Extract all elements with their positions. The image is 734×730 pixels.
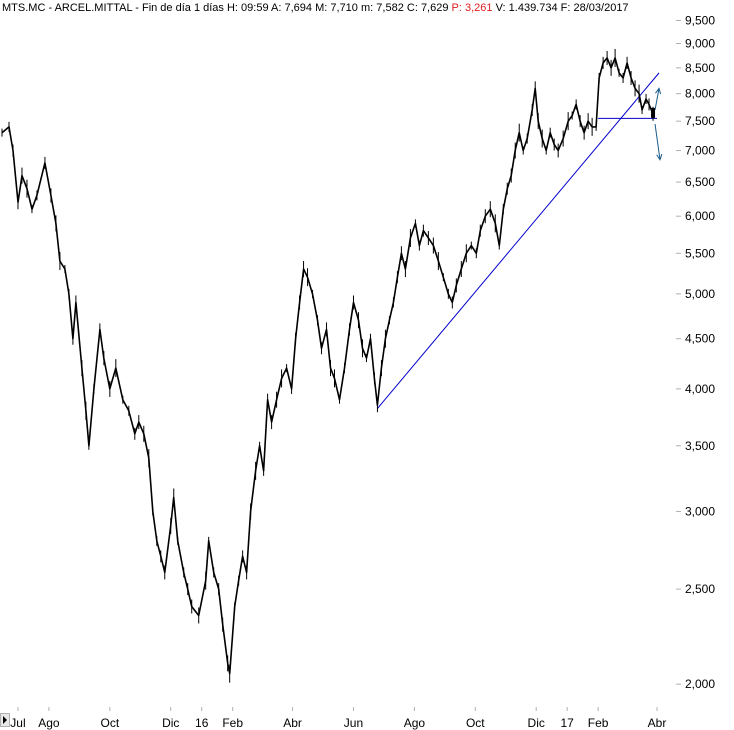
symbol: MTS.MC bbox=[2, 2, 46, 14]
y-tick-label: 9,000 bbox=[685, 36, 715, 50]
y-tick-label: 2,000 bbox=[685, 677, 715, 691]
play-left-icon bbox=[3, 716, 7, 724]
scroll-left-button[interactable] bbox=[0, 713, 10, 727]
y-tick-label: 6,500 bbox=[685, 175, 715, 189]
y-tick-label: 5,000 bbox=[685, 287, 715, 301]
date-label: F: bbox=[560, 2, 571, 14]
y-tick-label: 6,000 bbox=[685, 209, 715, 223]
time-label: H: bbox=[226, 2, 238, 14]
x-axis: Jul Ago Oct Dic 16 Feb Abr Jun Ago Oct Dic 17 Feb Abr bbox=[10, 707, 666, 730]
x-tick-label: 16 bbox=[195, 716, 209, 730]
x-tick-label: Oct bbox=[101, 716, 120, 730]
pct-label: P: bbox=[451, 2, 462, 14]
period-label: Fin de día 1 días bbox=[141, 2, 224, 14]
open-label: A: bbox=[271, 2, 282, 14]
projection-arrow bbox=[654, 88, 660, 111]
x-tick-label: Feb bbox=[222, 716, 243, 730]
close-label: C: bbox=[406, 2, 418, 14]
y-tick-label: 8,500 bbox=[685, 61, 715, 75]
arrow-head bbox=[655, 87, 662, 95]
y-tick-label: 8,000 bbox=[685, 87, 715, 101]
projection-arrow bbox=[654, 123, 661, 160]
x-tick-label: Feb bbox=[588, 716, 609, 730]
high-label: M: bbox=[315, 2, 328, 14]
quote-header: MTS.MC - ARCEL.MITTAL - Fin de día 1 día… bbox=[2, 2, 629, 14]
volume-value: 1.439.734 bbox=[508, 2, 558, 14]
y-tick-label: 4,500 bbox=[685, 332, 715, 346]
instrument-name: ARCEL.MITTAL bbox=[54, 2, 133, 14]
y-tick-label: 7,000 bbox=[685, 144, 715, 158]
x-tick-label: Jun bbox=[344, 716, 363, 730]
time-value: 09:59 bbox=[241, 2, 269, 14]
y-tick-label: 4,000 bbox=[685, 382, 715, 396]
pct-value: 3,261 bbox=[465, 2, 493, 14]
trendline bbox=[377, 72, 660, 409]
y-axis: 2,000 2,500 3,000 3,500 4,000 4,500 5,000 5,500… bbox=[676, 13, 715, 691]
high-value: 7,710 bbox=[330, 2, 358, 14]
y-tick-label: 2,500 bbox=[685, 582, 715, 596]
y-tick-label: 3,500 bbox=[685, 439, 715, 453]
price-line bbox=[1, 57, 654, 675]
x-tick-label: Jul bbox=[10, 716, 25, 730]
last-close-marker bbox=[651, 107, 656, 118]
low-value: 7,582 bbox=[376, 2, 404, 14]
x-tick-label: Dic bbox=[528, 716, 545, 730]
y-tick-label: 5,500 bbox=[685, 246, 715, 260]
y-tick-label: 9,500 bbox=[685, 13, 715, 27]
x-tick-label: Oct bbox=[466, 716, 485, 730]
x-tick-label: Ago bbox=[38, 716, 60, 730]
arrow-head bbox=[656, 153, 663, 161]
x-tick-label: Abr bbox=[648, 716, 667, 730]
date-value: 28/03/2017 bbox=[573, 2, 629, 14]
trendline-layer bbox=[377, 72, 663, 409]
y-tick-label: 3,000 bbox=[685, 504, 715, 518]
open-value: 7,694 bbox=[284, 2, 313, 14]
x-tick-label: Ago bbox=[404, 716, 426, 730]
low-label: m: bbox=[360, 2, 374, 14]
x-tick-label: Abr bbox=[283, 716, 302, 730]
x-tick-label: 17 bbox=[560, 716, 574, 730]
close-value: 7,629 bbox=[420, 2, 449, 14]
price-series bbox=[1, 48, 656, 683]
volume-label: V: bbox=[495, 2, 506, 14]
x-tick-label: Dic bbox=[162, 716, 179, 730]
y-tick-label: 7,500 bbox=[685, 114, 715, 128]
